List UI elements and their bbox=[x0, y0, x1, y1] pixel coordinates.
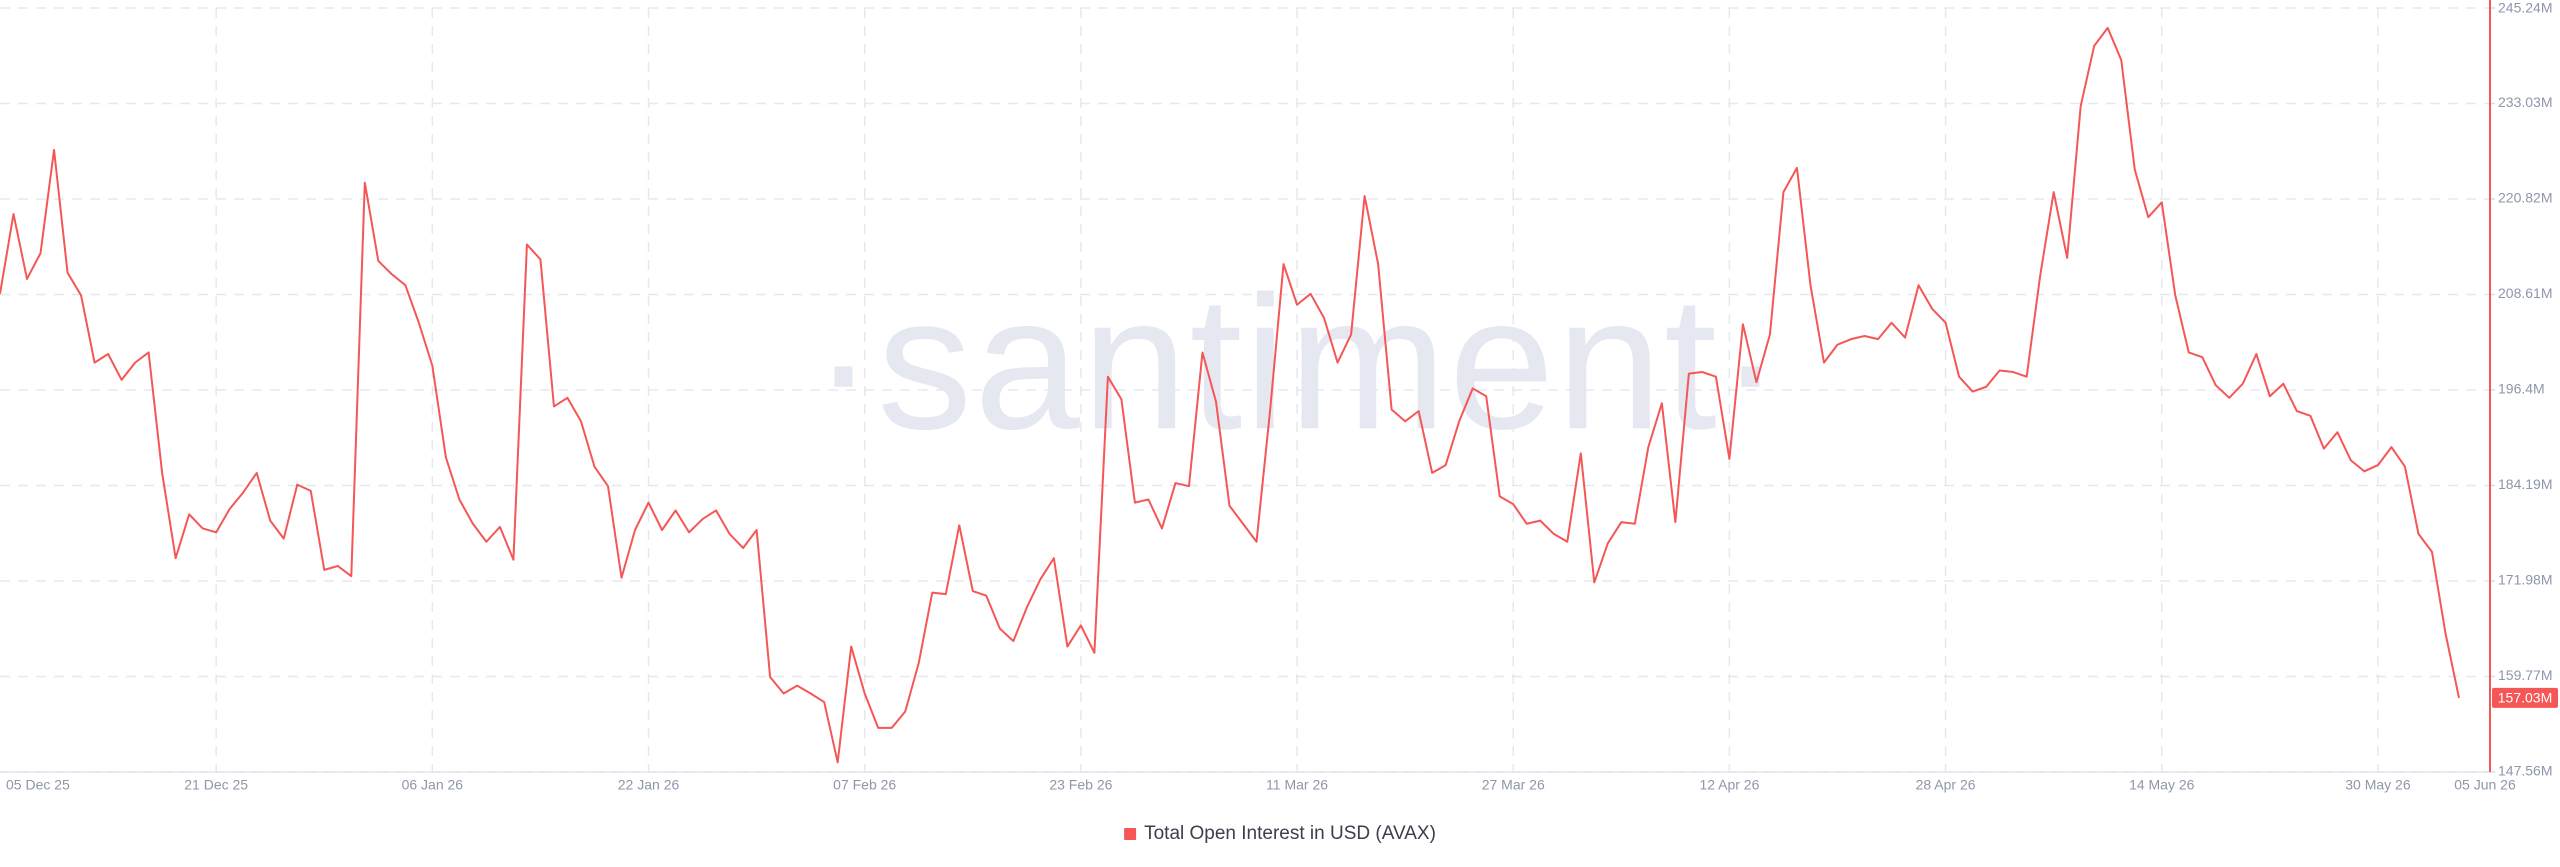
y-tick-label: 220.82M bbox=[2498, 190, 2552, 206]
x-tick-label: 12 Apr 26 bbox=[1699, 777, 1759, 793]
x-tick-label: 27 Mar 26 bbox=[1482, 777, 1545, 793]
x-tick-label: 21 Dec 25 bbox=[184, 777, 248, 793]
x-tick-label: 23 Feb 26 bbox=[1049, 777, 1112, 793]
x-tick-label: 05 Dec 25 bbox=[6, 777, 70, 793]
legend: Total Open Interest in USD (AVAX) bbox=[1124, 823, 1436, 844]
y-tick-label: 171.98M bbox=[2498, 572, 2552, 588]
last-value-label: 157.03M bbox=[2498, 690, 2552, 706]
y-tick-label: 208.61M bbox=[2498, 285, 2552, 301]
x-tick-label: 14 May 26 bbox=[2129, 777, 2195, 793]
y-tick-label: 147.56M bbox=[2498, 763, 2552, 779]
y-tick-label: 184.19M bbox=[2498, 476, 2552, 492]
y-tick-label: 233.03M bbox=[2498, 94, 2552, 110]
watermark: ·santiment· bbox=[812, 257, 1784, 469]
x-tick-label: 22 Jan 26 bbox=[618, 777, 680, 793]
x-tick-label: 30 May 26 bbox=[2345, 777, 2411, 793]
y-tick-label: 196.4M bbox=[2498, 381, 2545, 397]
x-tick-label: 28 Apr 26 bbox=[1916, 777, 1976, 793]
x-tick-label: 05 Jun 26 bbox=[2454, 777, 2516, 793]
x-tick-label: 11 Mar 26 bbox=[1266, 777, 1328, 793]
legend-label: Total Open Interest in USD (AVAX) bbox=[1144, 823, 1436, 844]
x-tick-label: 06 Jan 26 bbox=[402, 777, 464, 793]
y-tick-label: 159.77M bbox=[2498, 667, 2552, 683]
y-tick-label: 245.24M bbox=[2498, 0, 2552, 16]
x-tick-label: 07 Feb 26 bbox=[833, 777, 896, 793]
last-value-tag bbox=[2492, 687, 2558, 708]
series-line bbox=[0, 26, 2460, 764]
legend-swatch bbox=[1124, 828, 1137, 840]
